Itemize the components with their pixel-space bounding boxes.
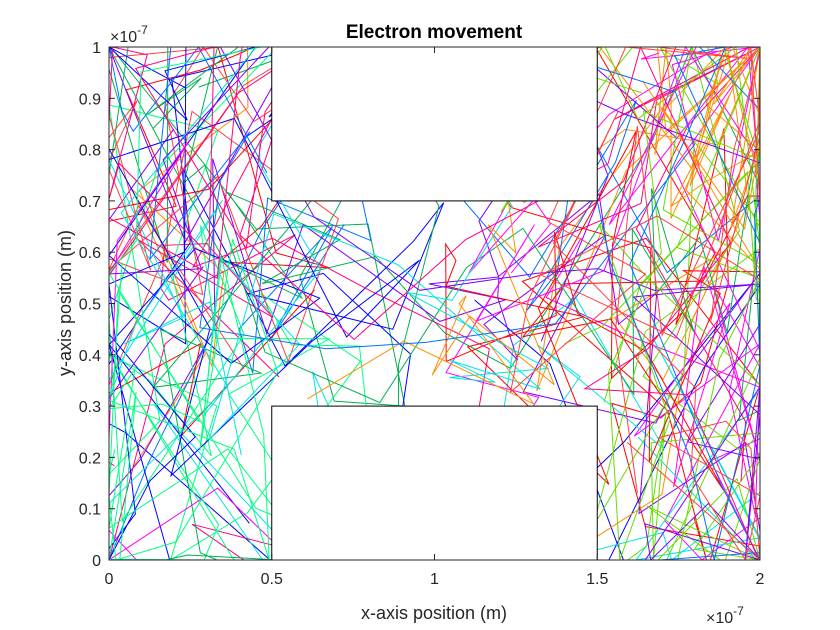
electron-trajectory [109, 47, 760, 560]
electron-trajectory [109, 47, 760, 560]
obstacle-layer [271, 46, 598, 561]
x-exponent-power: -7 [733, 604, 744, 618]
y-tick-label: 0.9 [79, 91, 101, 108]
y-tick-label: 0.4 [79, 348, 101, 365]
electron-trajectory [109, 47, 420, 560]
electron-trajectory [109, 47, 760, 492]
y-tick-label: 0.2 [79, 450, 101, 467]
electron-trajectory [109, 47, 760, 532]
x-tick-label: 1 [430, 571, 439, 588]
y-axis-label: y-axis position (m) [55, 230, 75, 376]
svg-text:×10-7: ×10-7 [110, 23, 148, 46]
electron-trajectory [109, 47, 760, 560]
chart-title: Electron movement [346, 22, 523, 43]
x-axis-exponent: ×10-7 [706, 604, 744, 627]
electron-trajectory [109, 47, 760, 560]
x-axis-label: x-axis position (m) [361, 603, 507, 623]
y-tick-label: 0.1 [79, 502, 101, 519]
y-exponent-base: ×10 [110, 29, 137, 46]
y-tick-label: 0.6 [79, 245, 101, 262]
x-axis-ticks: 0 0.5 1 1.5 2 [105, 47, 765, 588]
electron-trajectory [109, 47, 760, 560]
y-tick-label: 0.7 [79, 194, 101, 211]
x-tick-label: 2 [756, 571, 765, 588]
y-tick-label: 0 [92, 553, 101, 570]
y-axis-ticks: 0 0.1 0.2 0.3 0.4 0.5 0.6 0.7 0.8 0.9 1 [79, 40, 760, 570]
x-tick-label: 1.5 [586, 571, 608, 588]
svg-text:×10-7: ×10-7 [706, 604, 744, 627]
y-tick-label: 1 [92, 40, 101, 57]
electron-trajectory [130, 47, 760, 560]
electron-trajectory [109, 47, 378, 560]
electron-trajectory [109, 47, 760, 422]
electron-trajectory [109, 47, 551, 560]
y-exponent-power: -7 [137, 23, 148, 37]
x-tick-label: 0.5 [261, 571, 283, 588]
y-tick-label: 0.8 [79, 143, 101, 160]
electron-trajectory [500, 47, 760, 560]
y-tick-label: 0.3 [79, 399, 101, 416]
x-exponent-base: ×10 [706, 610, 733, 627]
obstacle-box [271, 405, 598, 561]
y-tick-label: 0.5 [79, 297, 101, 314]
y-axis-exponent: ×10-7 [110, 23, 148, 46]
electron-trajectory [307, 47, 760, 405]
electron-trajectory [509, 47, 760, 560]
x-tick-label: 0 [105, 571, 114, 588]
obstacle-box [271, 46, 598, 202]
electron-trajectory [109, 47, 532, 386]
trajectory-layer [109, 47, 760, 560]
electron-trajectory [462, 47, 760, 560]
